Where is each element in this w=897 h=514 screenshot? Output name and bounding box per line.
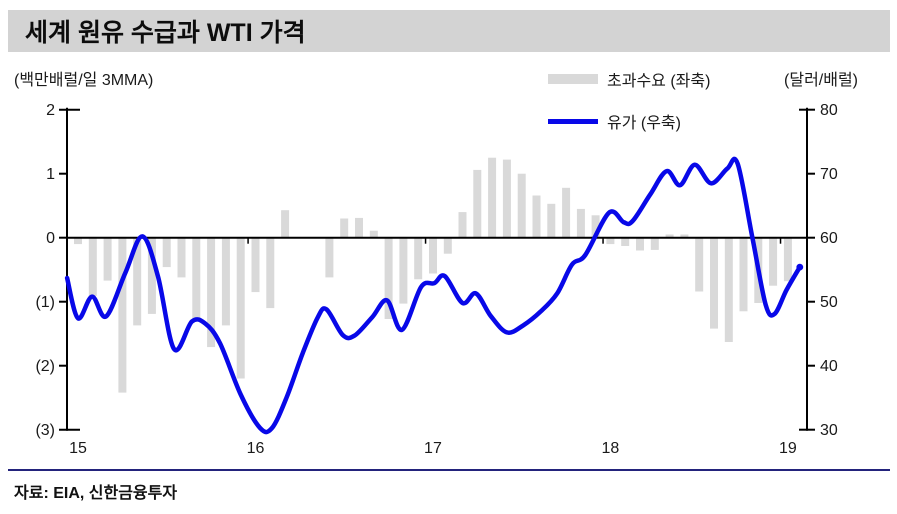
excess-demand-bar	[147, 237, 156, 314]
excess-demand-bar	[251, 237, 260, 293]
left-axis-tick-label: (1)	[35, 294, 55, 311]
x-axis-year-label: 16	[247, 440, 265, 457]
left-axis-tick-label: (2)	[35, 358, 55, 375]
left-axis-tick-label: 2	[46, 102, 55, 119]
excess-demand-bar	[502, 159, 511, 238]
excess-demand-bar	[429, 237, 437, 274]
x-axis-year-label: 18	[602, 440, 620, 457]
oil-price-line-end-dot	[796, 263, 804, 271]
left-axis-tick-label: 1	[46, 166, 55, 183]
excess-demand-bar	[325, 237, 334, 278]
excess-demand-bar	[369, 230, 378, 238]
excess-demand-bar	[488, 157, 497, 238]
excess-demand-bar	[680, 234, 689, 238]
excess-demand-bar	[606, 237, 615, 245]
excess-demand-bar	[221, 237, 230, 326]
excess-demand-bar	[177, 237, 186, 278]
legend: 초과수요 (좌축) 유가 (우축)	[548, 69, 710, 153]
excess-demand-bar	[458, 212, 467, 238]
excess-demand-bar	[783, 237, 792, 282]
excess-demand-bar	[769, 237, 778, 286]
legend-item-excess-demand: 초과수요 (좌축)	[548, 69, 711, 90]
excess-demand-bar	[340, 218, 349, 238]
excess-demand-bar	[562, 187, 571, 238]
right-axis-tick-label: 80	[820, 102, 838, 119]
x-axis-year-label: 15	[69, 440, 87, 457]
source-text: 자료: EIA, 신한금융투자	[14, 485, 178, 502]
excess-demand-bar	[236, 237, 245, 379]
oil-price-line	[64, 156, 803, 435]
legend-item-oil-price: 유가 (우축)	[548, 111, 710, 132]
legend-label-excess-demand: 초과수요 (좌축)	[607, 73, 711, 90]
excess-demand-bar	[532, 195, 541, 238]
excess-demand-bar	[547, 203, 556, 238]
excess-demand-bar	[399, 237, 408, 304]
right-axis-tick-label: 50	[820, 294, 838, 311]
excess-demand-bar	[636, 237, 644, 251]
left-axis-unit-label: (백만배럴/일 3MMA)	[14, 72, 154, 89]
excess-demand-bar	[162, 237, 171, 268]
right-axis-tick-label: 30	[820, 422, 838, 439]
excess-demand-bar	[192, 237, 201, 319]
excess-demand-bar	[665, 234, 674, 238]
excess-demand-bar	[266, 237, 275, 309]
excess-demand-bar	[710, 237, 718, 329]
excess-demand-bar	[74, 237, 82, 245]
page-title: 세계 원유 수급과 WTI 가격	[25, 19, 306, 47]
excess-demand-bar	[88, 237, 97, 296]
legend-label-oil-price: 유가 (우축)	[607, 115, 681, 132]
x-axis-year-label: 19	[779, 440, 797, 457]
source-divider	[8, 469, 890, 471]
excess-demand-bar	[724, 237, 733, 342]
right-axis-unit-label: (달러/배럴)	[784, 72, 858, 89]
excess-demand-bar	[355, 217, 363, 238]
excess-demand-bar	[473, 169, 482, 238]
excess-demand-bar	[103, 237, 112, 281]
excess-demand-bar	[650, 237, 659, 250]
excess-demand-bar	[118, 237, 127, 393]
oil-price-swatch-icon	[548, 118, 598, 124]
excess-demand-bar	[414, 237, 423, 280]
excess-demand-bar	[739, 237, 748, 312]
excess-demand-bar	[695, 237, 704, 292]
right-axis-tick-label: 70	[820, 166, 838, 183]
excess-demand-bar	[591, 215, 600, 238]
excess-demand-bar	[133, 237, 142, 326]
right-axis-tick-label: 40	[820, 358, 838, 375]
excess-demand-bar	[517, 173, 526, 238]
left-axis-tick-label: (3)	[35, 422, 55, 439]
excess-demand-bar	[443, 237, 452, 254]
x-axis-year-label: 17	[424, 440, 442, 457]
excess-demand-bar	[576, 208, 585, 238]
left-axis-tick-label: 0	[46, 230, 55, 247]
excess-demand-bar	[621, 237, 630, 246]
excess-demand-bar	[384, 237, 393, 319]
excess-demand-bar	[207, 237, 216, 348]
right-axis-tick-label: 60	[820, 230, 838, 247]
excess-demand-bar	[281, 210, 290, 238]
excess-demand-swatch-icon	[548, 74, 598, 84]
chart-title-bar: 세계 원유 수급과 WTI 가격	[8, 10, 890, 52]
